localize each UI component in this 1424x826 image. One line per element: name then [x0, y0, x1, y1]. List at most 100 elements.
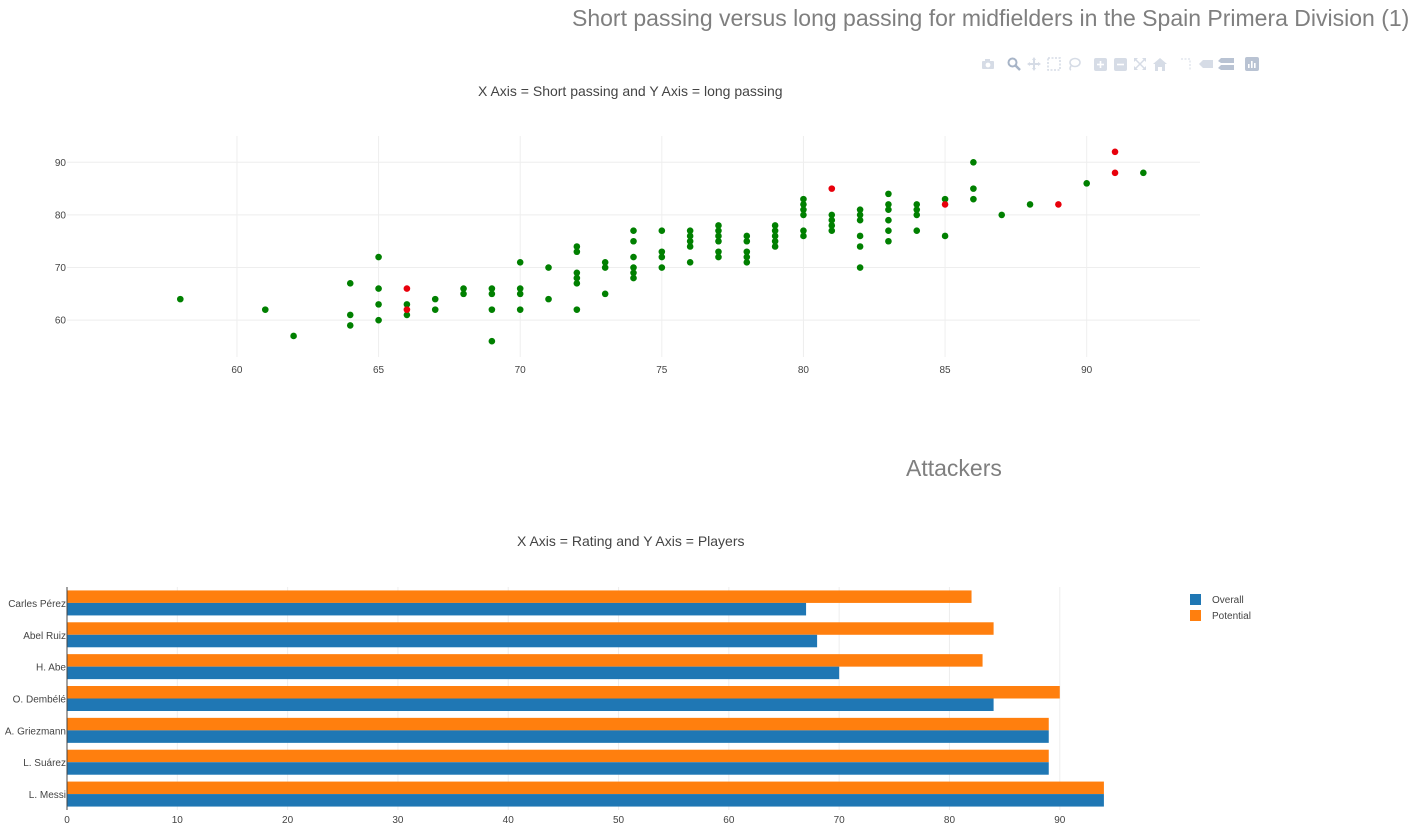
- scatter-point: [431, 295, 439, 303]
- x-tick-label: 90: [1054, 815, 1066, 826]
- scatter-point: [743, 248, 751, 256]
- scatter-point: [800, 206, 807, 213]
- scatter-point: [403, 306, 411, 313]
- scatter-point: [630, 274, 637, 282]
- scatter-point: [856, 211, 864, 219]
- bar-main-title: Attackers: [906, 455, 1002, 481]
- x-tick-label: 0: [64, 815, 70, 826]
- x-tick-label: 60: [231, 365, 243, 376]
- scatter-point: [715, 232, 722, 240]
- scatter-point: [828, 222, 836, 229]
- scatter-point: [771, 222, 779, 229]
- bar-overall: [67, 730, 1049, 743]
- scatter-point: [630, 264, 637, 271]
- scatter-point: [658, 264, 666, 271]
- scatter-point: [771, 243, 779, 250]
- scatter-point: [885, 216, 892, 224]
- scatter-point: [346, 311, 354, 319]
- box-select-icon[interactable]: [1044, 55, 1064, 73]
- legend-swatch-overall: [1190, 594, 1201, 605]
- scatter-subtitle: X Axis = Short passing and Y Axis = long…: [478, 83, 783, 99]
- scatter-point: [346, 322, 354, 329]
- scatter-point: [601, 290, 609, 298]
- scatter-point: [261, 306, 269, 313]
- scatter-point: [573, 269, 581, 277]
- scatter-point: [573, 274, 581, 282]
- scatter-point: [488, 285, 496, 292]
- scatter-chart: 60 65 70 75 80 85 90 60 70 80 90: [55, 136, 1200, 376]
- hover-closest-icon[interactable]: [1196, 55, 1216, 73]
- x-tick-label: 75: [656, 365, 668, 376]
- scatter-point: [970, 185, 977, 192]
- scatter-point: [177, 295, 184, 303]
- zoom-icon[interactable]: [1004, 55, 1024, 73]
- scatter-point: [856, 264, 864, 271]
- x-tick-label: 30: [392, 815, 404, 826]
- bar-subtitle: X Axis = Rating and Y Axis = Players: [517, 533, 745, 549]
- scatter-point: [375, 316, 382, 324]
- scatter-point: [658, 248, 666, 256]
- scatter-point: [573, 280, 581, 287]
- scatter-point: [800, 211, 807, 219]
- scatter-point: [686, 232, 694, 240]
- bar-overall: [67, 634, 818, 648]
- scatter-point: [885, 201, 892, 208]
- scatter-point: [375, 253, 382, 261]
- lasso-select-icon[interactable]: [1064, 55, 1084, 73]
- scatter-point: [771, 237, 779, 245]
- scatter-point: [601, 258, 609, 266]
- scatter-point: [970, 195, 977, 203]
- scatter-point: [998, 211, 1006, 219]
- reset-axes-icon[interactable]: [1150, 55, 1170, 73]
- scatter-point: [885, 227, 892, 235]
- scatter-point: [516, 306, 524, 313]
- scatter-point: [658, 227, 666, 235]
- camera-icon[interactable]: [978, 55, 998, 73]
- scatter-point: [970, 159, 977, 166]
- zoom-in-icon[interactable]: [1090, 55, 1110, 73]
- scatter-point: [686, 258, 694, 266]
- bar-potential: [67, 686, 1060, 699]
- scatter-point: [771, 232, 779, 240]
- scatter-point: [516, 258, 524, 266]
- plotly-logo-icon[interactable]: [1242, 55, 1262, 73]
- scatter-point: [290, 332, 297, 340]
- scatter-point: [828, 216, 836, 224]
- scatter-point: [573, 248, 581, 256]
- scatter-point: [573, 306, 581, 313]
- scatter-point: [771, 227, 779, 235]
- scatter-point: [941, 201, 949, 208]
- autoscale-icon[interactable]: [1130, 55, 1150, 73]
- scatter-point: [488, 337, 496, 345]
- legend-swatch-potential: [1190, 610, 1201, 621]
- bar-overall: [67, 762, 1049, 775]
- scatter-point: [885, 190, 892, 198]
- zoom-out-icon[interactable]: [1110, 55, 1130, 73]
- scatter-point: [913, 227, 921, 235]
- scatter-point: [375, 301, 382, 308]
- scatter-point: [1111, 169, 1119, 177]
- scatter-point: [573, 243, 581, 250]
- scatter-point: [431, 306, 439, 313]
- scatter-point: [686, 227, 694, 235]
- scatter-point: [658, 253, 666, 261]
- x-tick-label: 70: [834, 815, 846, 826]
- scatter-point: [800, 232, 807, 240]
- hover-compare-icon[interactable]: [1216, 55, 1236, 73]
- scatter-point: [460, 290, 467, 298]
- x-tick-label: 40: [503, 815, 515, 826]
- scatter-point: [828, 185, 836, 192]
- bar-overall: [67, 666, 840, 680]
- bar-potential: [67, 654, 983, 667]
- pan-icon[interactable]: [1024, 55, 1044, 73]
- category-label: L. Messi: [29, 790, 66, 801]
- modebar: [978, 55, 1262, 73]
- scatter-point: [403, 311, 411, 319]
- scatter-point: [460, 285, 467, 292]
- scatter-point: [630, 269, 637, 277]
- category-label: O. Dembélé: [13, 695, 67, 706]
- bar-potential: [67, 781, 1104, 795]
- scatter-point: [941, 232, 949, 240]
- spike-lines-icon[interactable]: [1176, 55, 1196, 73]
- scatter-point: [856, 206, 864, 213]
